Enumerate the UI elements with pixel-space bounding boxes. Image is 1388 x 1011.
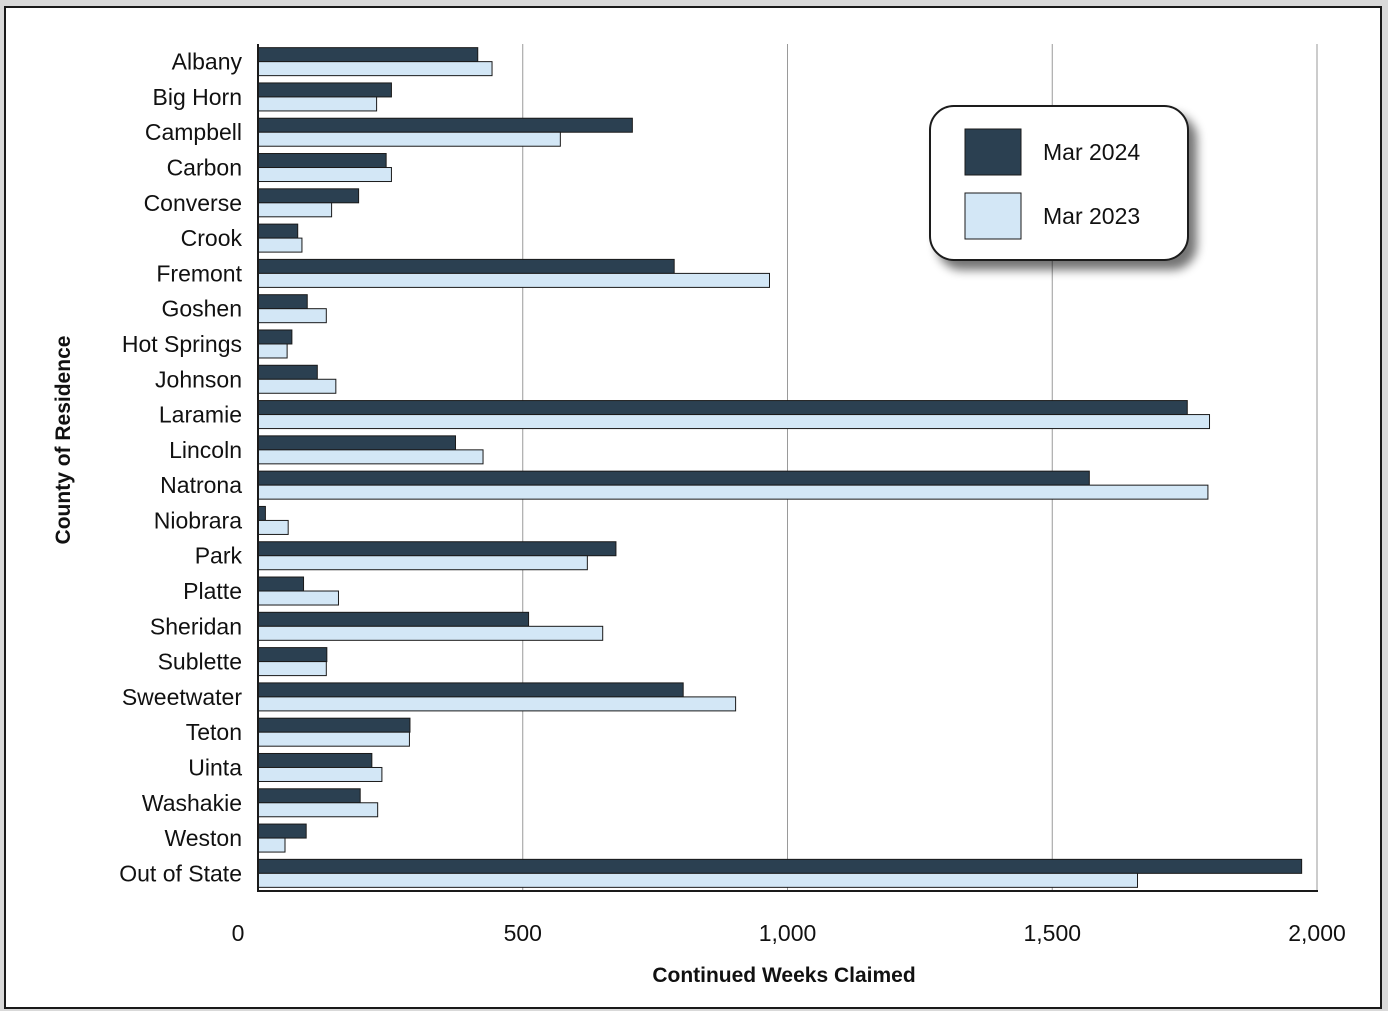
category-labels: Albany Big Horn Campbell Carbon Converse Croo… xyxy=(119,49,242,887)
bar-washakie-mar-2023 xyxy=(257,802,379,818)
bar-out-of-state-mar-2024 xyxy=(257,858,1303,874)
category-label-sheridan: Sheridan xyxy=(150,613,242,639)
x-tick-label-1-000: 1,000 xyxy=(759,920,817,946)
bar-washakie-mar-2024 xyxy=(257,788,361,804)
bar-hot-springs-mar-2024 xyxy=(257,329,293,345)
bar-weston-mar-2023 xyxy=(257,837,286,853)
bar-crook-mar-2024 xyxy=(257,223,299,239)
category-label-crook: Crook xyxy=(181,225,243,251)
gridlines xyxy=(522,44,1318,891)
x-axis-title: Continued Weeks Claimed xyxy=(652,964,915,987)
category-label-lincoln: Lincoln xyxy=(169,437,242,463)
category-label-platte: Platte xyxy=(183,578,242,604)
bar-park-mar-2023 xyxy=(257,555,588,571)
bar-sweetwater-mar-2023 xyxy=(257,696,737,712)
category-label-washakie: Washakie xyxy=(142,790,242,816)
bar-crook-mar-2023 xyxy=(257,237,303,253)
bar-fremont-mar-2023 xyxy=(257,272,770,288)
bar-hot-springs-mar-2023 xyxy=(257,343,288,359)
category-label-sublette: Sublette xyxy=(158,649,242,675)
bar-albany-mar-2023 xyxy=(257,61,493,77)
bar-laramie-mar-2024 xyxy=(257,400,1188,416)
bar-sheridan-mar-2023 xyxy=(257,625,604,641)
legend: Mar 2024 Mar 2023 xyxy=(929,105,1189,261)
bar-natrona-mar-2023 xyxy=(257,484,1209,500)
bar-sublette-mar-2023 xyxy=(257,661,327,677)
bar-lincoln-mar-2024 xyxy=(257,435,457,451)
bar-sheridan-mar-2024 xyxy=(257,611,530,627)
category-label-weston: Weston xyxy=(164,825,242,851)
bar-niobrara-mar-2024 xyxy=(257,505,266,521)
bar-teton-mar-2023 xyxy=(257,731,410,747)
bar-johnson-mar-2023 xyxy=(257,378,337,394)
bar-campbell-mar-2023 xyxy=(257,131,561,147)
bar-converse-mar-2024 xyxy=(257,188,360,204)
bar-platte-mar-2023 xyxy=(257,590,339,606)
legend-label-mar-2024: Mar 2024 xyxy=(1043,139,1140,165)
bar-sweetwater-mar-2024 xyxy=(257,682,684,698)
legend-swatch-mar-2024 xyxy=(964,128,1022,176)
y-axis-title: County of Residence xyxy=(52,336,75,545)
bar-albany-mar-2024 xyxy=(257,47,479,63)
bar-weston-mar-2024 xyxy=(257,823,307,839)
bar-sublette-mar-2024 xyxy=(257,647,328,663)
category-label-natrona: Natrona xyxy=(160,472,242,498)
bar-carbon-mar-2024 xyxy=(257,153,387,169)
bar-laramie-mar-2023 xyxy=(257,414,1211,430)
x-tick-label-2-000: 2,000 xyxy=(1288,920,1346,946)
axes xyxy=(257,44,1318,892)
bar-johnson-mar-2024 xyxy=(257,364,318,380)
bar-natrona-mar-2024 xyxy=(257,470,1090,486)
tick-labels: 0 500 1,000 1,500 2,000 xyxy=(232,920,1346,946)
category-label-johnson: Johnson xyxy=(155,366,242,392)
bar-carbon-mar-2023 xyxy=(257,167,392,183)
category-label-park: Park xyxy=(195,543,243,569)
chart-frame: Albany Big Horn Campbell Carbon Converse Croo… xyxy=(4,6,1382,1009)
x-tick-label-500: 500 xyxy=(504,920,542,946)
category-label-fremont: Fremont xyxy=(156,260,242,286)
category-label-out-of-state: Out of State xyxy=(119,860,242,886)
chart-svg: Albany Big Horn Campbell Carbon Converse Croo… xyxy=(52,44,1346,987)
bar-out-of-state-mar-2023 xyxy=(257,872,1138,888)
category-label-campbell: Campbell xyxy=(145,119,242,145)
category-label-carbon: Carbon xyxy=(167,155,242,181)
legend-swatch-mar-2023 xyxy=(964,192,1022,240)
category-label-sweetwater: Sweetwater xyxy=(122,684,243,710)
x-tick-label-1-500: 1,500 xyxy=(1023,920,1081,946)
legend-label-mar-2023: Mar 2023 xyxy=(1043,203,1140,229)
category-label-big-horn: Big Horn xyxy=(153,84,242,110)
bars xyxy=(257,47,1303,888)
x-tick-label-0: 0 xyxy=(232,920,245,946)
bar-goshen-mar-2023 xyxy=(257,308,327,324)
bar-big-horn-mar-2023 xyxy=(257,96,378,112)
bar-big-horn-mar-2024 xyxy=(257,82,392,98)
bar-teton-mar-2024 xyxy=(257,717,411,733)
bar-park-mar-2024 xyxy=(257,541,617,557)
bar-uinta-mar-2024 xyxy=(257,752,373,768)
bar-platte-mar-2024 xyxy=(257,576,305,592)
category-label-niobrara: Niobrara xyxy=(154,507,242,533)
bar-converse-mar-2023 xyxy=(257,202,333,218)
bar-uinta-mar-2023 xyxy=(257,766,383,782)
bar-niobrara-mar-2023 xyxy=(257,519,289,535)
bar-lincoln-mar-2023 xyxy=(257,449,484,465)
bar-goshen-mar-2024 xyxy=(257,294,308,310)
category-label-albany: Albany xyxy=(172,49,243,75)
bar-campbell-mar-2024 xyxy=(257,117,633,133)
category-label-uinta: Uinta xyxy=(188,754,242,780)
bar-fremont-mar-2024 xyxy=(257,258,675,274)
category-label-teton: Teton xyxy=(186,719,242,745)
category-label-goshen: Goshen xyxy=(161,296,242,322)
category-label-converse: Converse xyxy=(144,190,242,216)
category-label-laramie: Laramie xyxy=(159,402,242,428)
category-label-hot-springs: Hot Springs xyxy=(122,331,242,357)
